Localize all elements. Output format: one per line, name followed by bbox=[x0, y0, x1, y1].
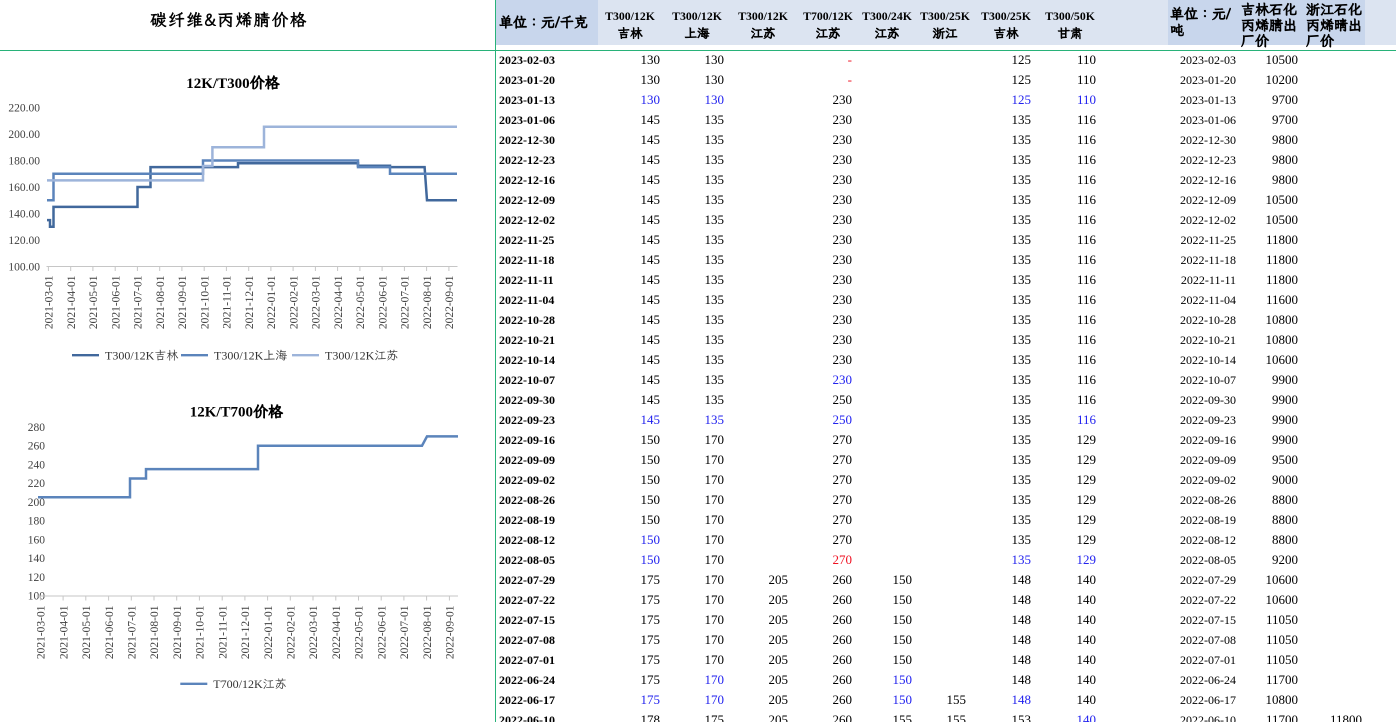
svg-text:2022-01-01: 2022-01-01 bbox=[266, 275, 278, 329]
svg-text:200.00: 200.00 bbox=[8, 129, 40, 141]
svg-text:2021-03-01: 2021-03-01 bbox=[36, 605, 48, 659]
svg-text:12K/T300: 12K/T300 bbox=[186, 76, 249, 92]
svg-text:T700/12K: T700/12K bbox=[803, 9, 854, 23]
svg-text:180.00: 180.00 bbox=[8, 156, 40, 168]
svg-text:2021-07-01: 2021-07-01 bbox=[127, 605, 139, 659]
svg-text:2022-07-01: 2022-07-01 bbox=[400, 275, 412, 329]
svg-text:2022-03-01: 2022-03-01 bbox=[311, 275, 323, 329]
svg-text:2021-11-01: 2021-11-01 bbox=[217, 605, 229, 658]
svg-text:T300/12K: T300/12K bbox=[105, 348, 155, 362]
svg-text:2021-10-01: 2021-10-01 bbox=[195, 605, 207, 659]
svg-text:2021-08-01: 2021-08-01 bbox=[155, 275, 167, 329]
svg-text:2022-05-01: 2022-05-01 bbox=[355, 275, 367, 329]
svg-text:12K/T700: 12K/T700 bbox=[190, 405, 253, 421]
svg-text:140: 140 bbox=[28, 553, 46, 565]
svg-text:2022-07-01: 2022-07-01 bbox=[399, 605, 411, 659]
svg-text:2022-01-01: 2022-01-01 bbox=[263, 605, 275, 659]
svg-text:2021-10-01: 2021-10-01 bbox=[199, 275, 211, 329]
svg-text:T300/12K: T300/12K bbox=[738, 9, 789, 23]
svg-text:2021-05-01: 2021-05-01 bbox=[81, 605, 93, 659]
svg-text:T300/25K: T300/25K bbox=[981, 9, 1032, 23]
svg-text:2021-04-01: 2021-04-01 bbox=[58, 605, 70, 659]
svg-text:2021-04-01: 2021-04-01 bbox=[66, 275, 78, 329]
svg-text:2021-05-01: 2021-05-01 bbox=[88, 275, 100, 329]
svg-text:120: 120 bbox=[28, 572, 46, 584]
svg-text:2021-03-01: 2021-03-01 bbox=[44, 275, 56, 329]
svg-text:160: 160 bbox=[28, 534, 46, 546]
svg-text:2022-08-01: 2022-08-01 bbox=[422, 605, 434, 659]
svg-text:2021-08-01: 2021-08-01 bbox=[149, 605, 161, 659]
svg-text:200: 200 bbox=[28, 497, 46, 509]
svg-text:2022-06-01: 2022-06-01 bbox=[376, 605, 388, 659]
svg-text:T300/25K: T300/25K bbox=[920, 9, 971, 23]
svg-text:220.00: 220.00 bbox=[8, 103, 40, 115]
svg-text:2022-09-01: 2022-09-01 bbox=[444, 275, 456, 329]
svg-text:180: 180 bbox=[28, 516, 46, 528]
svg-text:2021-07-01: 2021-07-01 bbox=[133, 275, 145, 329]
svg-text:T300/12K: T300/12K bbox=[214, 348, 264, 362]
svg-text:2021-12-01: 2021-12-01 bbox=[244, 275, 256, 329]
svg-text:2022-03-01: 2022-03-01 bbox=[308, 605, 320, 659]
svg-text:T700/12K: T700/12K bbox=[213, 677, 263, 691]
svg-text:2021-09-01: 2021-09-01 bbox=[172, 605, 184, 659]
svg-text:2022-08-01: 2022-08-01 bbox=[422, 275, 434, 329]
svg-text:260: 260 bbox=[28, 441, 46, 453]
svg-text:T300/12K: T300/12K bbox=[605, 9, 656, 23]
svg-text:2021-06-01: 2021-06-01 bbox=[104, 605, 116, 659]
svg-text:T300/50K: T300/50K bbox=[1045, 9, 1096, 23]
svg-text:220: 220 bbox=[28, 478, 46, 490]
svg-text:2022-06-01: 2022-06-01 bbox=[377, 275, 389, 329]
svg-text:T300/24K: T300/24K bbox=[862, 9, 913, 23]
svg-text:2022-02-01: 2022-02-01 bbox=[286, 605, 298, 659]
svg-text:100.00: 100.00 bbox=[8, 261, 40, 273]
svg-text:2021-11-01: 2021-11-01 bbox=[222, 275, 234, 328]
svg-text:120.00: 120.00 bbox=[8, 235, 40, 247]
svg-text:2022-04-01: 2022-04-01 bbox=[333, 275, 345, 329]
svg-text:T300/12K: T300/12K bbox=[325, 348, 375, 362]
svg-text:2021-06-01: 2021-06-01 bbox=[110, 275, 122, 329]
svg-text:140.00: 140.00 bbox=[8, 208, 40, 220]
svg-text:280: 280 bbox=[28, 422, 46, 434]
svg-text:240: 240 bbox=[28, 459, 46, 471]
svg-text:2022-05-01: 2022-05-01 bbox=[354, 605, 366, 659]
svg-text:2021-09-01: 2021-09-01 bbox=[177, 275, 189, 329]
svg-text:2022-04-01: 2022-04-01 bbox=[331, 605, 343, 659]
svg-text:160.00: 160.00 bbox=[8, 182, 40, 194]
svg-text:2021-12-01: 2021-12-01 bbox=[240, 605, 252, 659]
svg-text:2022-09-01: 2022-09-01 bbox=[445, 605, 457, 659]
svg-text:T300/12K: T300/12K bbox=[672, 9, 723, 23]
svg-text:2022-02-01: 2022-02-01 bbox=[288, 275, 300, 329]
